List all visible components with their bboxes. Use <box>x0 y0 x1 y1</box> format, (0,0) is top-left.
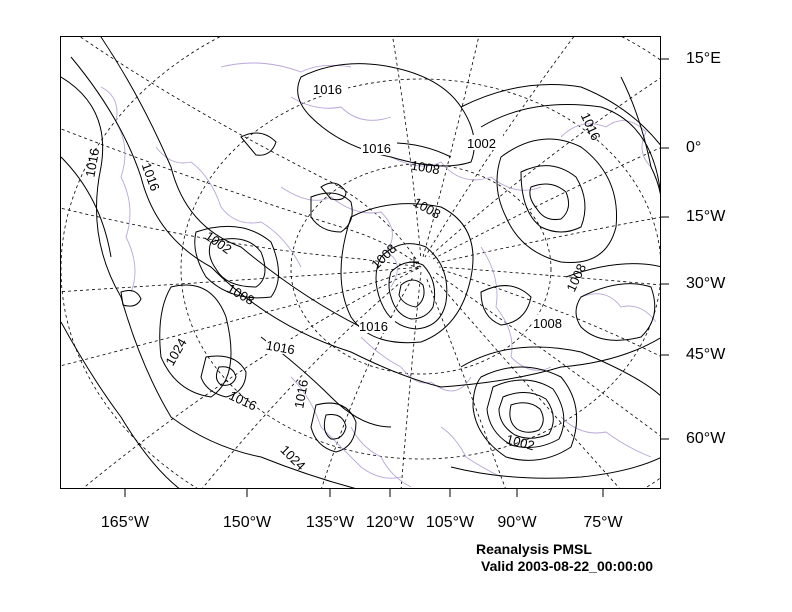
lon-label-75w: 75°W <box>583 514 623 531</box>
contour-label: 1024 <box>162 336 189 369</box>
contour-label: 1002 <box>202 228 234 257</box>
lon-label-90w: 90°W <box>497 514 537 531</box>
contour-label: 1016 <box>313 82 342 97</box>
contour-label: 1008 <box>563 261 589 294</box>
lat-label-15w: 15°W <box>686 208 726 225</box>
contour-label: 1016 <box>578 110 604 143</box>
lat-label-30w: 30°W <box>686 275 726 292</box>
contour-label: 1016 <box>227 388 260 414</box>
lon-label-120w: 120°W <box>365 514 415 531</box>
lat-label-15e: 15°E <box>686 50 721 67</box>
contour-label: 1016 <box>82 147 102 178</box>
map-title: Reanalysis PMSL <box>476 541 592 557</box>
contour-label: 1008 <box>533 316 562 331</box>
lon-label-105w: 105°W <box>425 514 475 531</box>
lat-label-0: 0° <box>686 139 702 156</box>
contour-label: 1016 <box>291 378 311 409</box>
contour-label: 1008 <box>411 194 444 221</box>
right-axis-ticks <box>661 58 669 440</box>
pmsl-map: 1016 1016 1016 1016 1016 1016 1016 1016 … <box>61 37 660 488</box>
lon-label-135w: 135°W <box>305 514 355 531</box>
contour-label: 1016 <box>362 141 391 156</box>
lon-label-165w: 165°W <box>100 514 150 531</box>
contour-label: 1016 <box>359 319 388 334</box>
contour-labels: 1016 1016 1016 1016 1016 1016 1016 1016 … <box>82 81 604 473</box>
contour-label: 1002 <box>504 431 536 453</box>
bottom-axis-ticks <box>124 489 604 497</box>
contour-label: 1008 <box>368 241 399 272</box>
contour-label: 1002 <box>467 136 496 151</box>
isobars <box>61 37 660 488</box>
lon-label-150w: 150°W <box>222 514 272 531</box>
lat-label-45w: 45°W <box>686 346 726 363</box>
valid-time: Valid 2003-08-22_00:00:00 <box>481 558 654 574</box>
contour-label: 1008 <box>225 281 258 308</box>
coastlines <box>100 62 657 488</box>
contour-label: 1016 <box>265 338 296 358</box>
pole-marker <box>409 257 419 267</box>
map-panel: 1016 1016 1016 1016 1016 1016 1016 1016 … <box>60 36 661 489</box>
lat-label-60w: 60°W <box>686 430 726 447</box>
contour-label: 1008 <box>410 158 441 178</box>
